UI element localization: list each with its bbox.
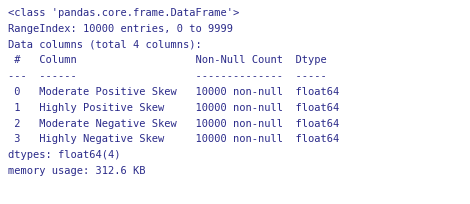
Text: dtypes: float64(4): dtypes: float64(4): [8, 150, 120, 159]
Text: 1   Highly Positive Skew     10000 non-null  float64: 1 Highly Positive Skew 10000 non-null fl…: [8, 102, 339, 112]
Text: memory usage: 312.6 KB: memory usage: 312.6 KB: [8, 165, 146, 175]
Text: 0   Moderate Positive Skew   10000 non-null  float64: 0 Moderate Positive Skew 10000 non-null …: [8, 86, 339, 96]
Text: <class 'pandas.core.frame.DataFrame'>: <class 'pandas.core.frame.DataFrame'>: [8, 8, 239, 18]
Text: 2   Moderate Negative Skew   10000 non-null  float64: 2 Moderate Negative Skew 10000 non-null …: [8, 118, 339, 128]
Text: Data columns (total 4 columns):: Data columns (total 4 columns):: [8, 39, 202, 49]
Text: ---  ------                   --------------  -----: --- ------ -------------- -----: [8, 71, 339, 81]
Text: RangeIndex: 10000 entries, 0 to 9999: RangeIndex: 10000 entries, 0 to 9999: [8, 24, 233, 34]
Text: #   Column                   Non-Null Count  Dtype: # Column Non-Null Count Dtype: [8, 55, 339, 65]
Text: 3   Highly Negative Skew     10000 non-null  float64: 3 Highly Negative Skew 10000 non-null fl…: [8, 134, 339, 144]
